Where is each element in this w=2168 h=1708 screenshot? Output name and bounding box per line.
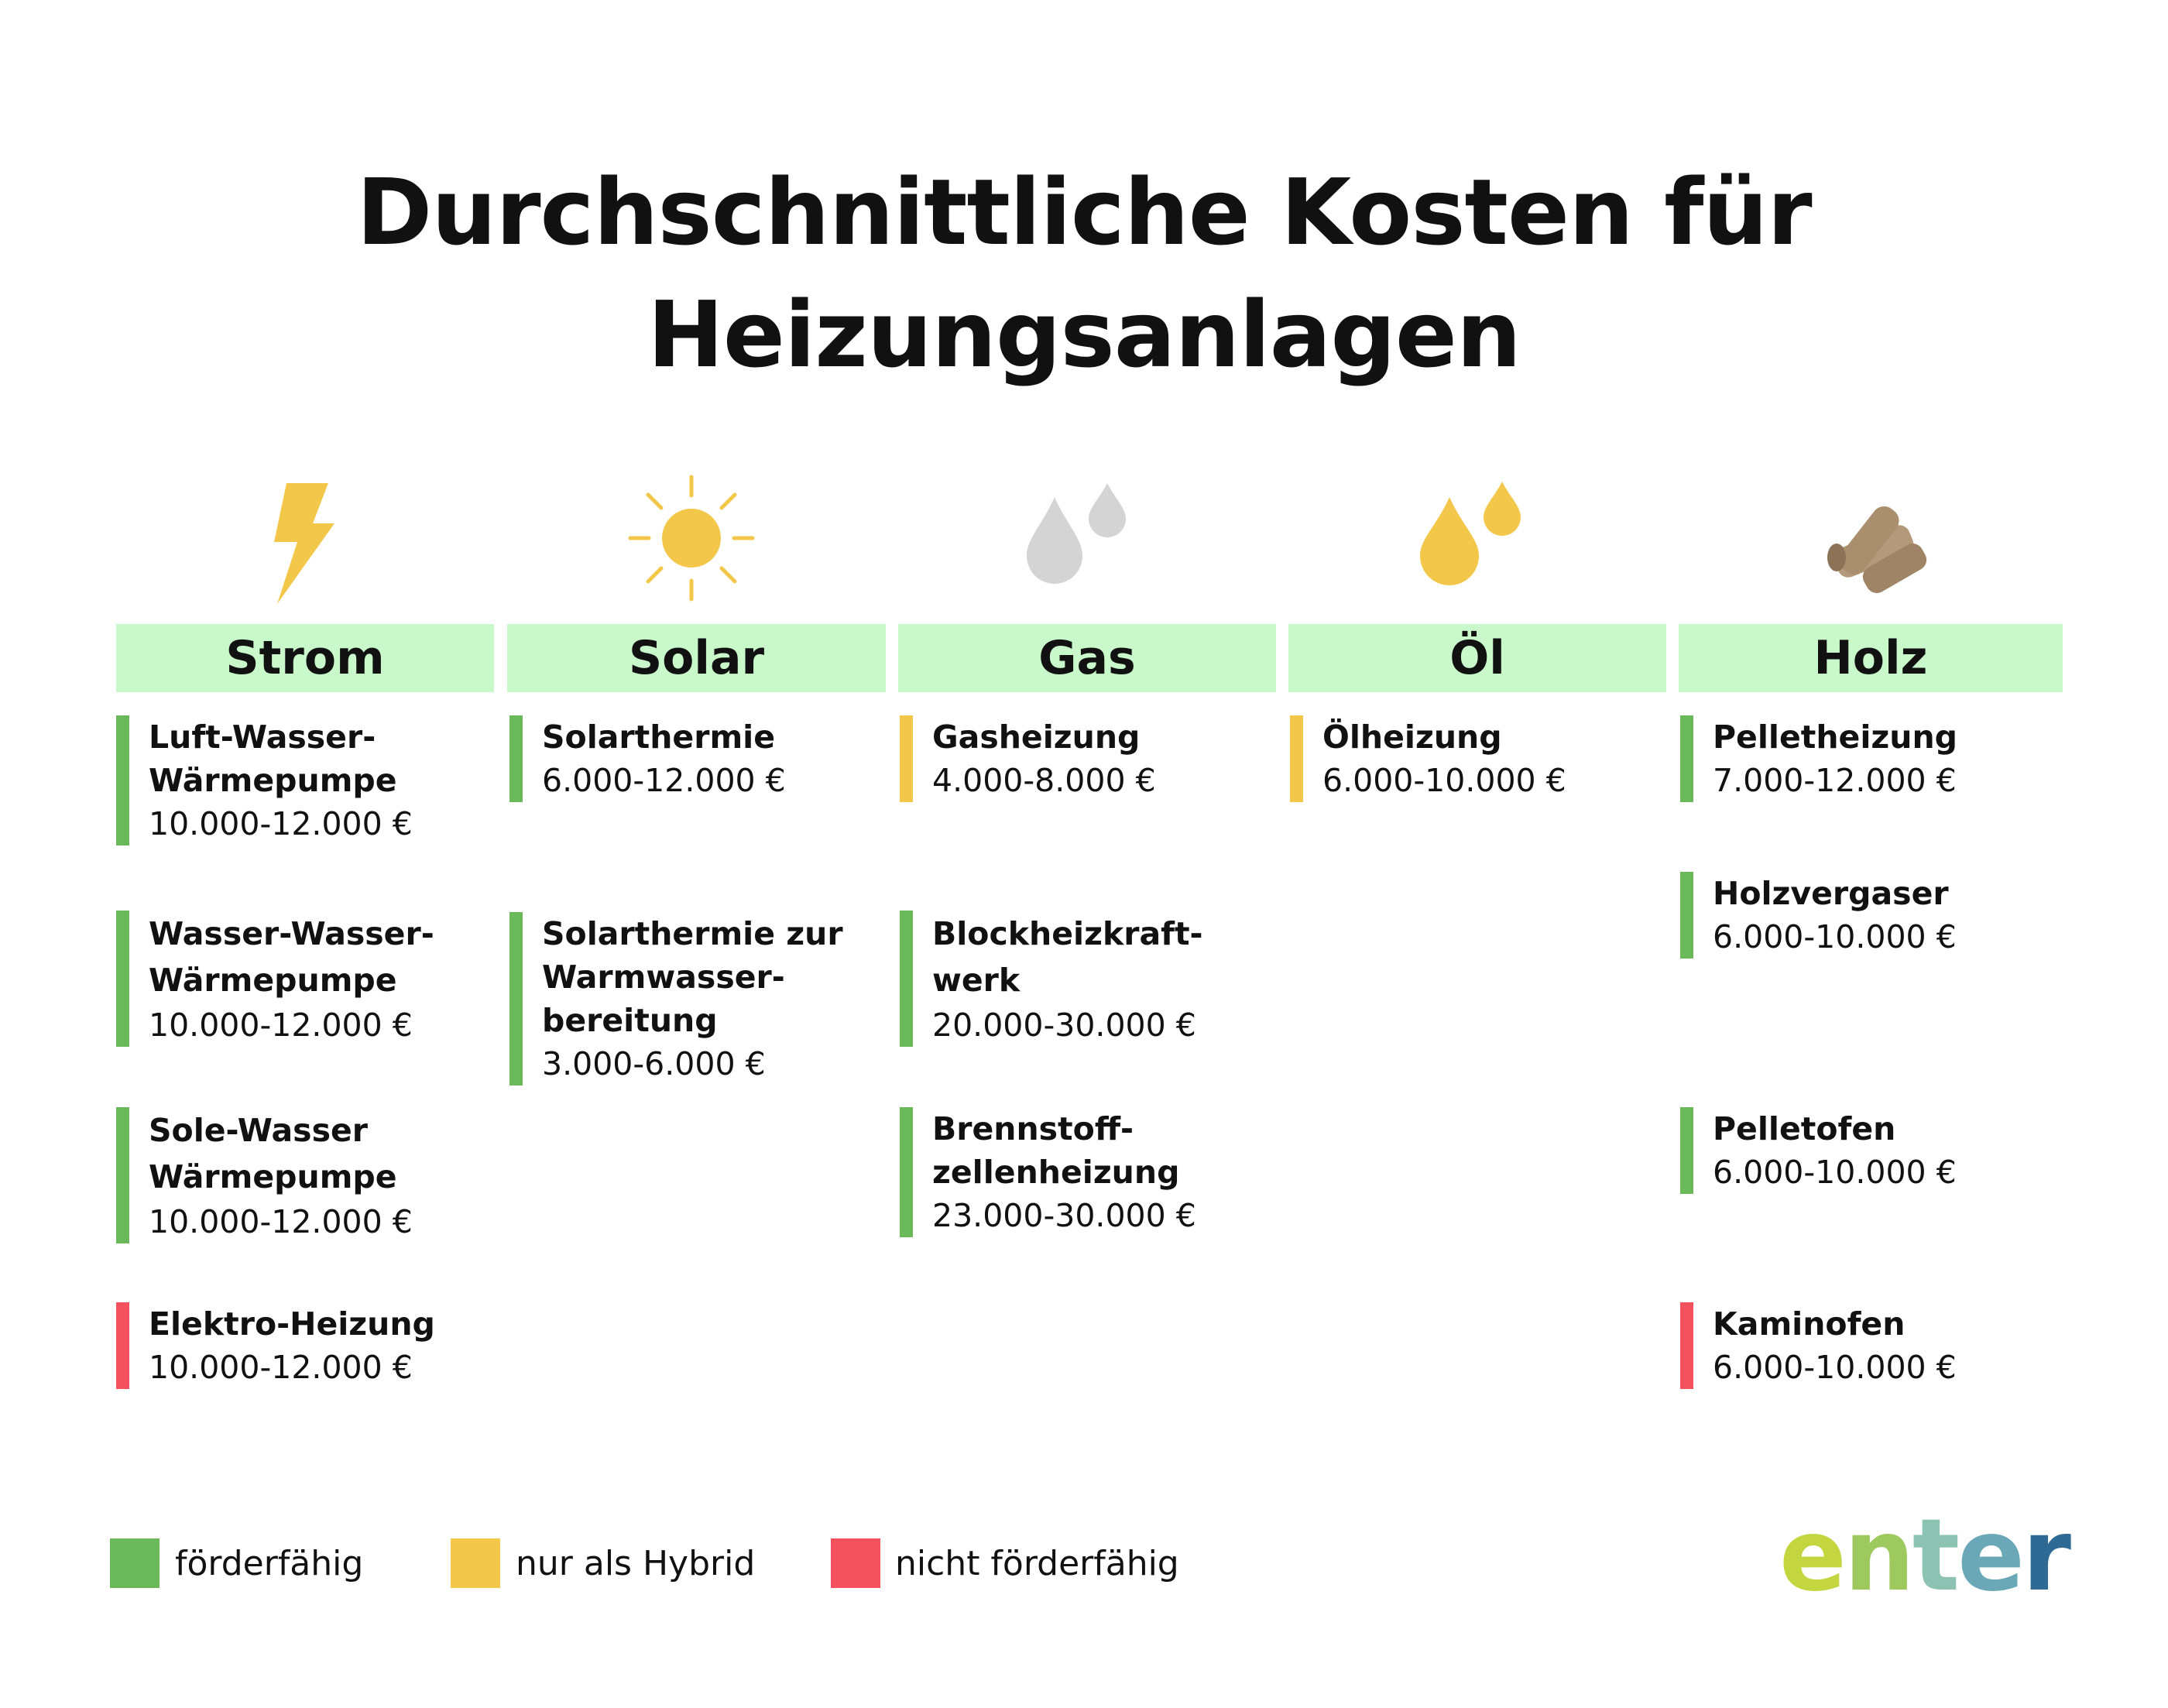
item-price: 23.000-30.000 € <box>932 1197 1196 1234</box>
heating-item-gasheizung: Gasheizung 4.000-8.000 € <box>900 715 1156 802</box>
page-title: Durchschnittliche Kosten für Heizungsanl… <box>0 151 2168 396</box>
status-bar-foerderfaehig <box>509 715 523 802</box>
logo-letter: e <box>1957 1498 2025 1614</box>
heating-item-kaminofen: Kaminofen 6.000-10.000 € <box>1680 1302 1957 1389</box>
status-bar-foerderfaehig <box>1680 1107 1693 1194</box>
status-bar-foerderfaehig <box>116 1107 129 1243</box>
status-bar-foerderfaehig <box>1680 872 1693 959</box>
title-line-2: Heizungsanlagen <box>647 281 1521 388</box>
legend-swatch-nur-als-hybrid <box>451 1538 500 1588</box>
item-price: 6.000-10.000 € <box>1322 762 1566 799</box>
status-bar-nur-als-hybrid <box>1290 715 1303 802</box>
item-name: Luft-Wasser- Wärmepumpe <box>149 719 397 799</box>
item-price: 7.000-12.000 € <box>1713 762 1957 799</box>
legend-label-nicht-foerderfaehig: nicht förderfähig <box>895 1544 1179 1583</box>
heating-item-oelheizung: Ölheizung 6.000-10.000 € <box>1290 715 1566 802</box>
heating-item-pelletofen: Pelletofen 6.000-10.000 € <box>1680 1107 1957 1194</box>
item-price: 6.000-10.000 € <box>1713 918 1957 955</box>
item-price: 10.000-12.000 € <box>149 805 413 842</box>
item-name: Pelletofen <box>1713 1110 1896 1147</box>
legend-label-foerderfaehig: förderfähig <box>175 1544 364 1583</box>
legend-label-nur-als-hybrid: nur als Hybrid <box>516 1544 756 1583</box>
category-header-solar: Solar <box>507 624 886 692</box>
status-bar-foerderfaehig <box>116 715 129 845</box>
heating-item-blockheizkraftwerk: Blockheizkraft- werk 20.000-30.000 € <box>900 911 1203 1047</box>
title-line-1: Durchschnittliche Kosten für <box>356 159 1812 266</box>
item-name: Kaminofen <box>1713 1305 1906 1343</box>
status-bar-nur-als-hybrid <box>900 715 913 802</box>
legend-swatch-foerderfaehig <box>110 1538 160 1588</box>
status-bar-foerderfaehig <box>900 911 913 1047</box>
item-name: Brennstoff- zellenheizung <box>932 1110 1180 1191</box>
status-bar-nicht-foerderfaehig <box>1680 1302 1693 1389</box>
item-price: 4.000-8.000 € <box>932 762 1156 799</box>
sun-icon <box>628 475 755 602</box>
heating-item-pelletheizung: Pelletheizung 7.000-12.000 € <box>1680 715 1957 802</box>
heating-item-brennstoffzellenheizung: Brennstoff- zellenheizung 23.000-30.000 … <box>900 1107 1196 1237</box>
heating-item-holzvergaser: Holzvergaser 6.000-10.000 € <box>1680 872 1957 959</box>
item-name: Sole-Wasser Wärmepumpe <box>149 1112 397 1195</box>
enter-logo: enter <box>1779 1498 2071 1614</box>
status-bar-foerderfaehig <box>900 1107 913 1237</box>
status-bar-nicht-foerderfaehig <box>116 1302 129 1389</box>
item-price: 6.000-12.000 € <box>542 762 786 799</box>
item-price: 10.000-12.000 € <box>149 1203 413 1240</box>
item-name: Blockheizkraft- werk <box>932 915 1203 999</box>
heating-item-sole-wasser-waermepumpe: Sole-Wasser Wärmepumpe 10.000-12.000 € <box>116 1107 413 1243</box>
item-name: Wasser-Wasser- Wärmepumpe <box>149 915 434 999</box>
category-header-holz: Holz <box>1679 624 2063 692</box>
status-bar-foerderfaehig <box>509 912 523 1086</box>
status-bar-foerderfaehig <box>116 911 129 1047</box>
heating-item-luft-wasser-waermepumpe: Luft-Wasser- Wärmepumpe 10.000-12.000 € <box>116 715 413 845</box>
category-header-strom: Strom <box>116 624 494 692</box>
item-name: Solarthermie <box>542 719 776 756</box>
item-name: Pelletheizung <box>1713 719 1958 756</box>
item-price: 6.000-10.000 € <box>1713 1154 1957 1191</box>
heating-item-wasser-wasser-waermepumpe: Wasser-Wasser- Wärmepumpe 10.000-12.000 … <box>116 911 434 1047</box>
legend-swatch-nicht-foerderfaehig <box>831 1538 880 1588</box>
item-price: 6.000-10.000 € <box>1713 1349 1957 1386</box>
wood-logs-icon <box>1827 506 1927 593</box>
item-name: Elektro-Heizung <box>149 1305 435 1343</box>
logo-letter: r <box>2022 1498 2071 1614</box>
item-name: Ölheizung <box>1322 719 1502 756</box>
status-bar-foerderfaehig <box>1680 715 1693 802</box>
item-price: 3.000-6.000 € <box>542 1045 766 1082</box>
oil-drops-icon <box>1420 482 1521 585</box>
lightning-icon <box>274 483 334 604</box>
logo-letter: t <box>1912 1498 1960 1614</box>
item-name: Solarthermie zur Warmwasser- bereitung <box>542 915 843 1039</box>
item-price: 20.000-30.000 € <box>932 1007 1196 1044</box>
item-price: 10.000-12.000 € <box>149 1007 413 1044</box>
item-name: Holzvergaser <box>1713 875 1949 912</box>
item-name: Gasheizung <box>932 719 1141 756</box>
gas-drops-icon <box>1027 483 1126 584</box>
category-header-gas: Gas <box>898 624 1276 692</box>
item-price: 10.000-12.000 € <box>149 1349 413 1386</box>
heating-item-solarthermie: Solarthermie 6.000-12.000 € <box>509 715 786 802</box>
logo-letter: e <box>1779 1498 1847 1614</box>
logo-letter: n <box>1844 1498 1915 1614</box>
heating-item-solarthermie-warmwasser: Solarthermie zur Warmwasser- bereitung 3… <box>509 912 843 1086</box>
heating-item-elektro-heizung: Elektro-Heizung 10.000-12.000 € <box>116 1302 435 1389</box>
category-header-oel: Öl <box>1288 624 1666 692</box>
